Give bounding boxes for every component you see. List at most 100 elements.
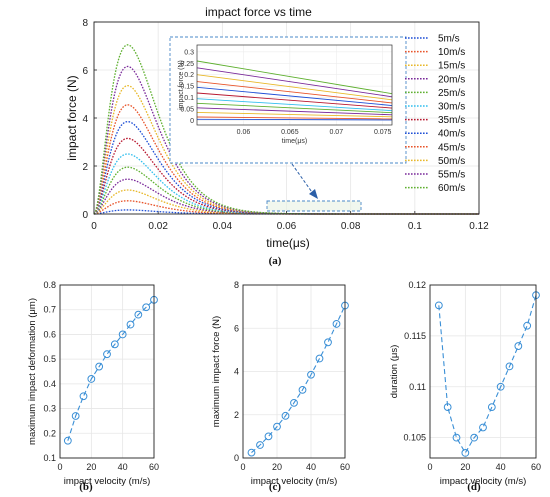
y-tick-label: 6 <box>234 323 239 333</box>
y-axis-label: maximum impact force (N) <box>211 316 222 427</box>
data-point <box>315 354 324 363</box>
x-tick-label: 0.02 <box>148 221 168 232</box>
axes-frame <box>429 284 537 459</box>
inset-series-line <box>196 60 393 95</box>
x-tick-label: 60 <box>531 462 541 472</box>
x-tick-label: 40 <box>306 462 316 472</box>
inset-series-line <box>196 111 393 118</box>
x-tick-label: 0 <box>91 221 97 232</box>
y-tick-label: 2 <box>234 410 239 420</box>
legend-entry: 10m/s <box>438 47 465 58</box>
y-tick-label: 4 <box>234 367 239 377</box>
data-point <box>496 382 505 391</box>
data-point <box>87 375 96 383</box>
inset-x-tick-label: 0.06 <box>237 129 251 136</box>
inset-y-tick-label: 0.2 <box>184 72 194 79</box>
legend-entry: 30m/s <box>438 102 465 113</box>
y-tick-label: 0.115 <box>404 331 426 341</box>
y-tick-label: 0.105 <box>403 433 426 443</box>
data-point <box>63 436 72 445</box>
x-tick-label: 60 <box>149 462 159 472</box>
x-axis-label: impact velocity (m/s) <box>440 476 527 487</box>
y-tick-label: 0.7 <box>43 305 56 315</box>
legend-entry: 50m/s <box>438 156 465 167</box>
y-tick-label: 8 <box>234 280 239 290</box>
x-tick-label: 20 <box>86 462 96 472</box>
inset-series-line <box>196 107 393 116</box>
data-point <box>71 412 80 420</box>
x-tick-label: 40 <box>118 462 128 472</box>
y-tick-label: 0.12 <box>408 280 426 290</box>
inset-y-tick-label: 0.1 <box>184 95 194 102</box>
legend-entry: 25m/s <box>438 88 465 99</box>
data-point <box>514 342 523 350</box>
data-point <box>118 330 127 339</box>
inset-y-tick-label: 0.3 <box>184 49 194 56</box>
data-point <box>273 422 281 431</box>
inset-series-line <box>196 81 393 104</box>
x-tick-label: 0.06 <box>277 221 297 232</box>
series-line <box>93 104 479 215</box>
x-tick-label: 60 <box>340 462 350 472</box>
data-point <box>281 411 290 420</box>
panel-label: (c) <box>269 481 282 493</box>
inset-series-line <box>196 118 393 121</box>
chart-title: impact force vs time <box>205 5 312 19</box>
x-tick-label: 20 <box>460 462 470 472</box>
y-tick-label: 0 <box>82 210 88 221</box>
y-tick-label: 4 <box>82 114 88 125</box>
data-point <box>256 441 264 449</box>
plot-area <box>60 285 154 458</box>
x-tick-label: 20 <box>272 462 282 472</box>
data-point <box>126 320 135 329</box>
x-tick-label: 0 <box>57 462 62 472</box>
data-point <box>324 338 332 347</box>
data-point <box>470 433 479 442</box>
data-point <box>103 350 111 359</box>
y-tick-label: 0.4 <box>43 379 56 389</box>
inset-series-line <box>196 102 393 114</box>
data-point <box>79 392 88 401</box>
inset-series-line <box>196 116 393 120</box>
data-point <box>505 362 514 371</box>
legend-entry: 40m/s <box>438 129 465 140</box>
y-tick-label: 0 <box>234 453 239 463</box>
data-point <box>307 370 315 379</box>
inset-x-tick-label: 0.075 <box>374 129 392 136</box>
data-point <box>247 448 256 457</box>
x-axis-label: impact velocity (m/s) <box>64 476 151 487</box>
inset-axes-frame <box>196 44 393 126</box>
y-tick-label: 0.2 <box>43 428 56 438</box>
data-point <box>134 310 143 319</box>
panel-label: (a) <box>269 255 282 267</box>
inset-y-tick-label: 0.05 <box>180 107 194 114</box>
data-point <box>443 403 452 412</box>
data-point <box>95 362 104 371</box>
legend-entry: 20m/s <box>438 74 465 85</box>
y-axis-label: duration (μs) <box>389 345 400 399</box>
inset-y-tick-label: 0.15 <box>180 84 194 91</box>
y-tick-label: 0.5 <box>43 354 56 364</box>
data-point <box>452 433 461 442</box>
inset-y-tick-label: 0.25 <box>180 61 194 68</box>
x-tick-label: 0.04 <box>213 221 233 232</box>
y-tick-label: 0.3 <box>43 404 56 414</box>
plot-area <box>430 285 536 458</box>
y-tick-label: 8 <box>82 18 88 29</box>
inset-x-axis-label: time(μs) <box>282 138 307 145</box>
zoom-region-box <box>266 200 362 212</box>
data-point <box>142 303 151 312</box>
y-tick-label: 6 <box>82 66 88 77</box>
data-point <box>479 423 487 432</box>
inset-x-tick-label: 0.065 <box>281 129 299 136</box>
data-point <box>523 321 532 330</box>
legend-entry: 55m/s <box>438 170 465 181</box>
data-point <box>290 398 298 407</box>
inset-series-line <box>196 86 393 106</box>
series-line <box>93 166 479 215</box>
x-tick-label: 0 <box>427 462 432 472</box>
legend-entry: 45m/s <box>438 142 465 153</box>
inset-y-tick-label: 0 <box>190 118 194 125</box>
x-tick-label: 0.08 <box>341 221 361 232</box>
